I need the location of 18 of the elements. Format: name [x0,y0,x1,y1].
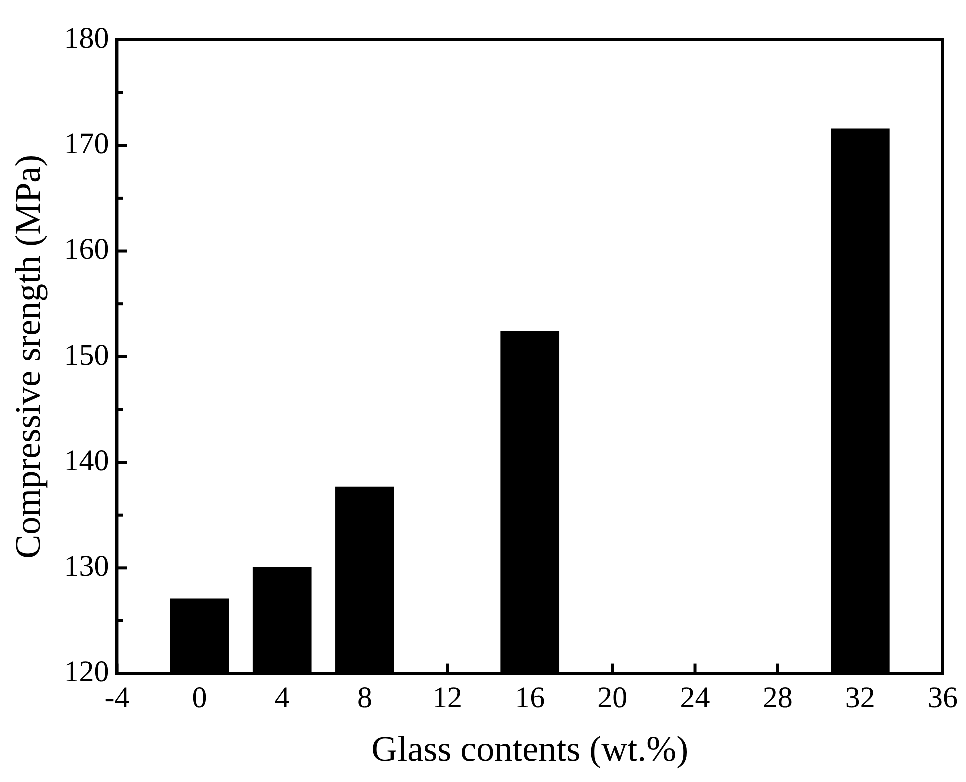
x-tick-label: 12 [432,682,463,715]
y-tick-label: 130 [64,550,110,584]
x-tick-label: 36 [928,682,958,715]
x-tick-label: 4 [274,682,290,715]
y-tick-label: 140 [64,444,110,478]
y-tick-label: 180 [64,22,110,55]
y-tick-label: 160 [64,233,110,266]
x-tick-label: 24 [680,682,710,715]
y-tick-label: 170 [64,128,110,161]
x-tick-label: 0 [192,682,208,715]
y-tick-label: 150 [64,338,110,372]
x-axis-title: Glass contents (wt.%) [372,728,689,769]
y-axis-title: Compressive srength (MPa) [8,154,48,559]
x-tick-label: 16 [515,682,546,715]
x-tick-label: 28 [762,682,793,715]
x-tick-label: 20 [598,682,628,715]
x-tick-label: 32 [845,682,876,715]
x-tick-label: 8 [357,682,372,715]
